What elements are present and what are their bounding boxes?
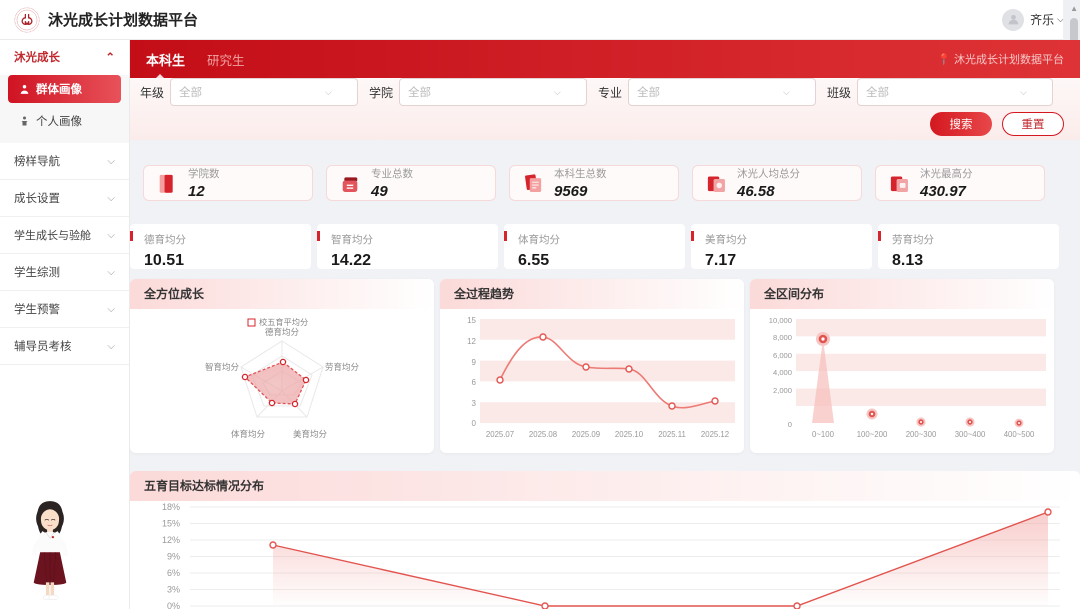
svg-text:0: 0 <box>472 419 477 428</box>
svg-text:12: 12 <box>467 337 476 346</box>
svg-text:6: 6 <box>472 378 477 387</box>
svg-text:2025.12: 2025.12 <box>701 430 729 439</box>
svg-text:2025.10: 2025.10 <box>615 430 644 439</box>
svg-text:0~100: 0~100 <box>812 430 835 439</box>
svg-text:0: 0 <box>788 420 792 429</box>
svg-text:2025.07: 2025.07 <box>486 430 514 439</box>
svg-text:2025.08: 2025.08 <box>529 430 557 439</box>
svg-text:300~400: 300~400 <box>955 430 986 439</box>
svg-text:德育均分: 德育均分 <box>265 327 300 337</box>
svg-text:9: 9 <box>472 358 477 367</box>
svg-text:100~200: 100~200 <box>857 430 888 439</box>
svg-text:2025.11: 2025.11 <box>658 430 686 439</box>
svg-text:4,000: 4,000 <box>773 368 792 377</box>
svg-text:10,000: 10,000 <box>769 316 792 325</box>
svg-text:400~500: 400~500 <box>1004 430 1035 439</box>
svg-text:6%: 6% <box>167 568 180 578</box>
svg-text:12%: 12% <box>162 535 180 545</box>
svg-text:智育均分: 智育均分 <box>205 362 240 372</box>
svg-text:8,000: 8,000 <box>773 333 792 342</box>
svg-text:2025.09: 2025.09 <box>572 430 600 439</box>
svg-text:3%: 3% <box>167 585 180 595</box>
svg-text:6,000: 6,000 <box>773 351 792 360</box>
svg-text:2,000: 2,000 <box>773 386 792 395</box>
svg-text:18%: 18% <box>162 502 180 512</box>
svg-text:美育均分: 美育均分 <box>293 429 328 439</box>
svg-text:15: 15 <box>467 316 476 325</box>
svg-text:200~300: 200~300 <box>906 430 937 439</box>
svg-text:9%: 9% <box>167 552 180 562</box>
svg-text:3: 3 <box>472 399 477 408</box>
svg-text:15%: 15% <box>162 519 180 529</box>
svg-text:0%: 0% <box>167 601 180 609</box>
svg-text:劳育均分: 劳育均分 <box>325 362 360 372</box>
svg-text:体育均分: 体育均分 <box>231 429 266 439</box>
svg-text:校五育平均分: 校五育平均分 <box>259 317 308 327</box>
